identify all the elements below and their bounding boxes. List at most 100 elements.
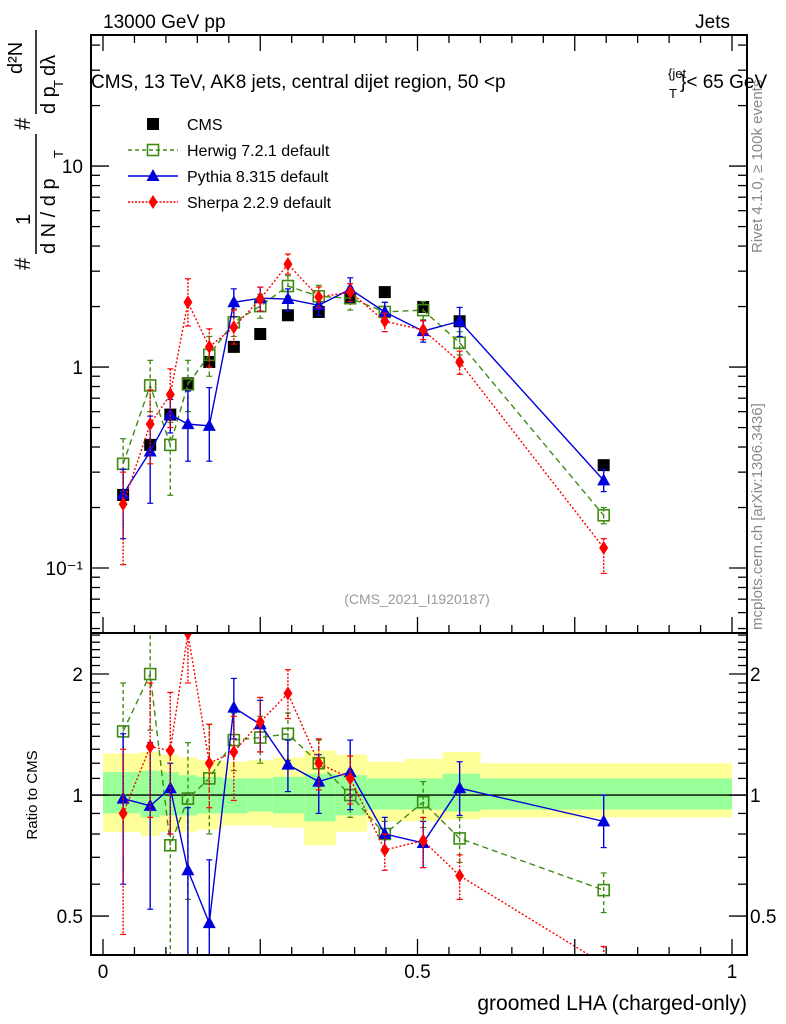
ratio-axes: 0 0.5 1 0.5 0.5 1 1 2 2 xyxy=(57,632,776,983)
ratio-point xyxy=(599,957,608,971)
ratio-xtick-label: 1 xyxy=(727,962,738,983)
legend-marker xyxy=(146,169,160,181)
ratio-band-stat xyxy=(222,778,248,814)
ratio-point xyxy=(181,792,195,805)
ratio-point xyxy=(204,756,214,771)
ratio-bands xyxy=(91,750,747,846)
ratio-band-stat xyxy=(159,772,179,816)
ratio-point xyxy=(255,714,265,729)
main-series-herwig xyxy=(116,275,610,525)
main-point xyxy=(416,303,430,317)
ylabel-den1: d N / d p xyxy=(38,178,60,254)
ratio-point xyxy=(283,686,293,701)
ratio-point xyxy=(227,700,241,713)
ratio-point xyxy=(116,791,130,804)
main-point xyxy=(380,314,390,329)
main-point xyxy=(312,298,326,311)
ratio-line-sherpa xyxy=(122,633,591,955)
ylabel-num1: 1 xyxy=(13,214,35,225)
ratio-point xyxy=(202,916,216,929)
main-point xyxy=(254,328,267,341)
ratio-point xyxy=(597,814,611,827)
main-series-pythia xyxy=(116,277,611,540)
ylabel-den1-sub: T xyxy=(51,150,66,158)
title-main: CMS, 13 TeV, AK8 jets, central dijet reg… xyxy=(91,72,506,93)
main-point xyxy=(378,304,392,317)
ratio-point xyxy=(281,727,295,741)
main-line-sherpa xyxy=(122,263,605,549)
ratio-point xyxy=(143,667,157,681)
analysis-watermark: (CMS_2021_I1920187) xyxy=(344,591,490,607)
ratio-point xyxy=(453,781,467,794)
ratio-xtick-label: 0.5 xyxy=(404,962,430,983)
main-point xyxy=(165,387,175,402)
main-point xyxy=(204,339,214,354)
ratio-point xyxy=(229,744,239,759)
ratio-point xyxy=(416,795,430,809)
ratio-ytick-label-left: 0.5 xyxy=(57,907,83,928)
ratio-point xyxy=(380,842,390,857)
legend-label: Pythia 8.315 default xyxy=(187,169,329,186)
ylabel-hash-1: # xyxy=(10,257,35,270)
ylabel-hash-2: # xyxy=(10,117,35,130)
ratio-line-pythia xyxy=(122,706,604,924)
main-point xyxy=(453,336,466,350)
ratio-point xyxy=(418,833,428,848)
legend-item: Pythia 8.315 default xyxy=(128,169,329,186)
main-ytick-label: 10 xyxy=(62,157,83,178)
legend-item: Herwig 7.2.1 default xyxy=(128,143,330,160)
main-point xyxy=(202,418,216,431)
main-point xyxy=(118,497,128,512)
main-point xyxy=(164,438,177,452)
main-point xyxy=(281,292,295,305)
main-point xyxy=(597,508,610,522)
ratio-point xyxy=(312,774,326,787)
ylabel-den2-tail: dλ xyxy=(38,55,60,76)
main-point xyxy=(283,257,293,272)
rivet-label: Rivet 4.1.0, ≥ 100k events xyxy=(749,80,766,253)
legend-item: Sherpa 2.2.9 default xyxy=(128,195,332,212)
main-point xyxy=(599,540,609,555)
main-point xyxy=(281,309,294,322)
title-tail: }< 65 GeV xyxy=(680,72,767,93)
ratio-point xyxy=(164,838,177,852)
legend-label: Sherpa 2.2.9 default xyxy=(187,195,332,212)
ratio-line-herwig xyxy=(122,671,604,891)
ylabel-den2: d p xyxy=(38,86,60,114)
main-point xyxy=(345,285,355,300)
ratio-point xyxy=(597,883,610,897)
main-line-herwig xyxy=(122,285,605,516)
main-series-cms xyxy=(117,286,610,501)
ratio-band-stat xyxy=(480,778,732,810)
main-point xyxy=(163,407,177,420)
main-line-pythia xyxy=(122,288,605,495)
main-ytick-label: 1 xyxy=(72,358,83,379)
ratio-point xyxy=(314,756,324,771)
ylabel-den2-sub: T xyxy=(51,80,66,88)
ratio-ytick-label-right: 2 xyxy=(750,665,761,686)
ratio-point xyxy=(143,798,157,811)
legend-label: Herwig 7.2.1 default xyxy=(187,143,330,160)
ratio-band-stat xyxy=(103,772,141,814)
ratio-xtick-label: 0 xyxy=(98,962,109,983)
ratio-ytick-label-left: 2 xyxy=(72,665,83,686)
ratio-ytick-label-left: 1 xyxy=(72,786,83,807)
main-point xyxy=(378,286,391,299)
ratio-point xyxy=(453,832,466,845)
main-point xyxy=(255,292,265,307)
title-sup: {jet xyxy=(668,66,686,81)
ylabel-num2: d²N xyxy=(5,42,27,74)
ratio-ylabel: Ratio to CMS xyxy=(24,750,41,839)
legend-label: CMS xyxy=(187,117,223,134)
main-point xyxy=(418,322,428,337)
ratio-point xyxy=(181,863,195,876)
main-point xyxy=(181,378,195,391)
ratio-ytick-label-right: 0.5 xyxy=(750,907,776,928)
legend-marker xyxy=(148,195,158,209)
main-series-sherpa xyxy=(118,253,609,575)
main-point xyxy=(597,473,611,486)
main-point xyxy=(181,417,195,430)
main-point xyxy=(453,314,467,327)
ratio-series-pythia xyxy=(116,677,611,955)
